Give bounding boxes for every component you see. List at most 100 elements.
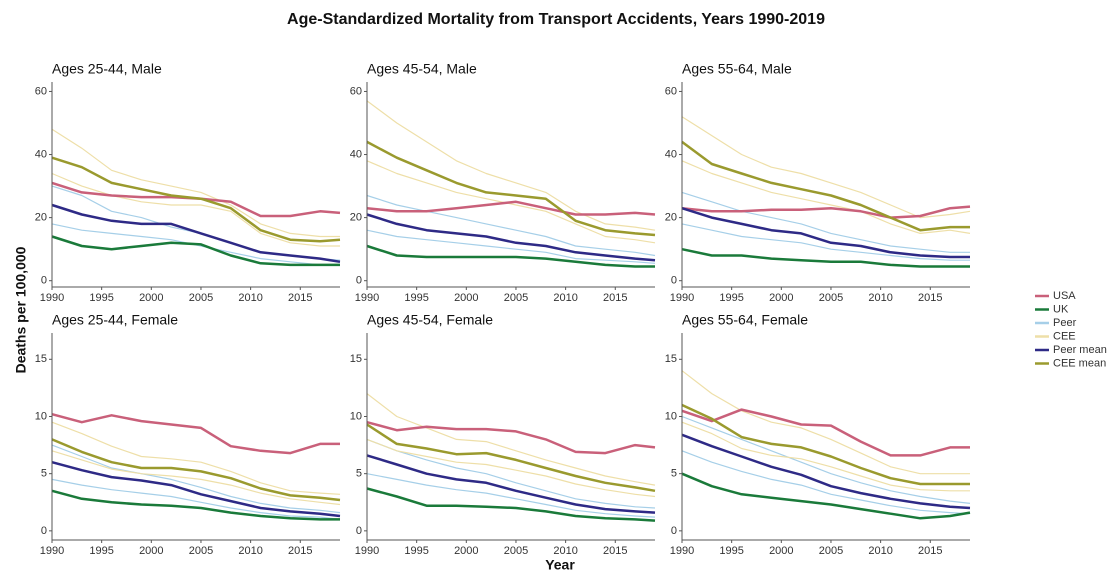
x-tick-label: 1995 xyxy=(719,292,743,304)
legend-label: Peer mean xyxy=(1053,344,1107,356)
x-tick-label: 2010 xyxy=(868,545,892,557)
x-tick-label: 2010 xyxy=(868,292,892,304)
x-tick-label: 2015 xyxy=(603,545,627,557)
series-line xyxy=(366,454,656,514)
y-tick-label: 40 xyxy=(350,148,362,160)
series-line xyxy=(51,421,341,495)
y-tick-label: 0 xyxy=(41,525,47,537)
series-line xyxy=(366,200,656,216)
series-line xyxy=(366,213,656,262)
panel-title: Ages 25-44, Female xyxy=(52,312,178,328)
series-line xyxy=(366,473,656,518)
panel-title: Ages 25-44, Male xyxy=(52,61,162,77)
y-tick-label: 5 xyxy=(671,468,677,480)
x-tick-label: 2005 xyxy=(819,545,843,557)
y-tick-label: 0 xyxy=(356,275,362,287)
series-line xyxy=(366,229,656,264)
series-line xyxy=(681,207,970,259)
series-line xyxy=(366,393,656,486)
x-tick-label: 2000 xyxy=(769,545,793,557)
x-tick-label: 2015 xyxy=(603,292,627,304)
series-line xyxy=(51,412,340,455)
y-tick-label: 5 xyxy=(356,468,362,480)
series-line xyxy=(51,450,341,506)
series-line xyxy=(681,433,971,510)
x-tick-label: 2015 xyxy=(288,292,312,304)
series-line xyxy=(681,450,971,515)
series-line xyxy=(681,191,970,253)
y-tick-label: 15 xyxy=(35,353,47,365)
y-tick-label: 20 xyxy=(665,212,677,224)
panel-title: Ages 55-64, Male xyxy=(682,61,792,77)
x-tick-label: 2015 xyxy=(918,545,942,557)
legend-label: CEE mean xyxy=(1053,357,1106,369)
y-tick-label: 10 xyxy=(35,410,47,422)
x-tick-label: 2010 xyxy=(238,545,262,557)
series-line xyxy=(681,421,970,492)
series-line xyxy=(681,205,971,219)
x-tick-label: 1990 xyxy=(355,292,379,304)
series-line xyxy=(366,487,656,522)
panel-title: Ages 45-54, Female xyxy=(367,312,493,328)
y-tick-label: 15 xyxy=(350,353,362,365)
x-tick-label: 2015 xyxy=(918,292,942,304)
series-line xyxy=(51,460,341,518)
series-line xyxy=(366,438,656,509)
series-line xyxy=(681,160,971,234)
y-tick-label: 0 xyxy=(671,275,677,287)
series-line xyxy=(51,181,341,218)
x-tick-label: 2000 xyxy=(139,545,163,557)
x-tick-label: 1995 xyxy=(89,292,113,304)
y-tick-label: 20 xyxy=(35,212,47,224)
panel-title: Ages 45-54, Male xyxy=(367,61,477,77)
series-line xyxy=(366,423,656,493)
x-tick-label: 2000 xyxy=(769,292,793,304)
series-line xyxy=(51,478,341,520)
x-tick-label: 2005 xyxy=(819,292,843,304)
legend-label: UK xyxy=(1053,303,1069,315)
series-line xyxy=(51,156,341,243)
series-line xyxy=(681,223,970,261)
series-line xyxy=(681,408,970,457)
x-tick-label: 2010 xyxy=(553,545,577,557)
x-tick-label: 2000 xyxy=(139,292,163,304)
legend-label: CEE xyxy=(1053,330,1076,342)
x-tick-label: 2000 xyxy=(454,292,478,304)
chart-title: Age-Standardized Mortality from Transpor… xyxy=(287,11,825,28)
y-tick-label: 15 xyxy=(665,353,677,365)
series-line xyxy=(681,370,970,475)
series-line xyxy=(681,116,971,219)
x-tick-label: 2015 xyxy=(288,545,312,557)
series-line xyxy=(366,244,655,268)
series-line xyxy=(51,223,340,266)
series-line xyxy=(366,140,656,237)
y-tick-label: 10 xyxy=(665,410,677,422)
y-tick-label: 40 xyxy=(35,148,47,160)
x-tick-label: 2005 xyxy=(504,545,528,557)
x-tick-label: 1990 xyxy=(355,545,379,557)
y-axis-label: Deaths per 100,000 xyxy=(13,246,29,373)
x-tick-label: 1990 xyxy=(670,545,694,557)
x-tick-label: 2000 xyxy=(454,545,478,557)
x-tick-label: 2005 xyxy=(189,292,213,304)
y-tick-label: 0 xyxy=(41,275,47,287)
series-line xyxy=(366,160,656,244)
series-line xyxy=(366,100,656,231)
x-tick-label: 2010 xyxy=(553,292,577,304)
x-tick-label: 1990 xyxy=(40,292,64,304)
x-tick-label: 1995 xyxy=(404,545,428,557)
series-line xyxy=(51,489,340,521)
panel-title: Ages 55-64, Female xyxy=(682,312,808,328)
x-tick-label: 2005 xyxy=(504,292,528,304)
series-line xyxy=(366,438,656,498)
y-tick-label: 0 xyxy=(671,525,677,537)
y-tick-label: 40 xyxy=(665,148,677,160)
series-line xyxy=(51,172,340,247)
series-line xyxy=(681,247,970,268)
series-line xyxy=(51,438,341,502)
x-tick-label: 1990 xyxy=(670,292,694,304)
series-line xyxy=(366,194,656,257)
series-line xyxy=(366,420,656,455)
series-line xyxy=(681,403,970,486)
y-tick-label: 60 xyxy=(665,85,677,97)
